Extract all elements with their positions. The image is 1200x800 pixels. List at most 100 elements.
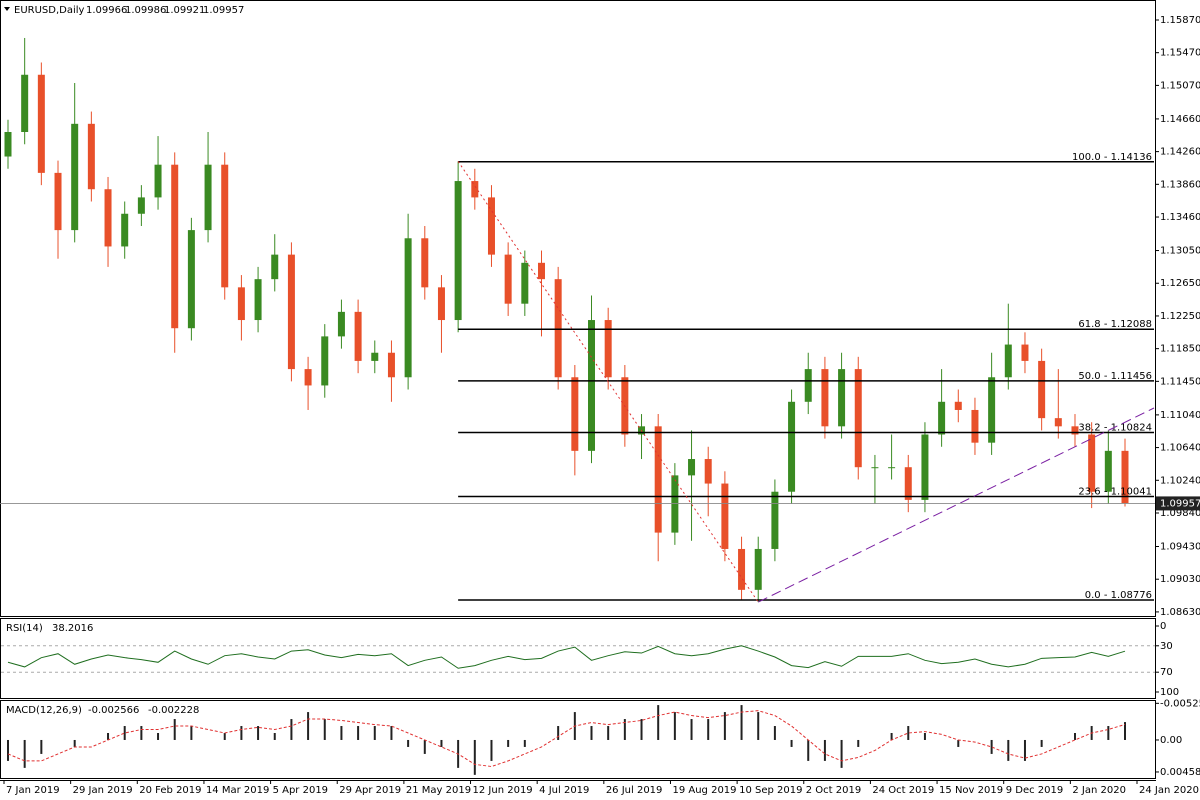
candle-body — [237, 287, 245, 321]
y-tick-label: 70 — [1160, 667, 1173, 678]
signal-line — [7, 710, 1126, 767]
x-tick-label: 20 Feb 2019 — [139, 785, 201, 796]
x-tick-label: 2 Oct 2019 — [806, 785, 861, 796]
y-tick-label: 1.12650 — [1160, 278, 1200, 289]
candle-body — [654, 426, 662, 533]
y-tick-label: 1.11850 — [1160, 344, 1200, 355]
candle-body — [221, 164, 229, 288]
candle-body — [304, 369, 312, 386]
y-tick-label: 1.10640 — [1160, 443, 1200, 454]
y-tick-label: 1.15070 — [1160, 80, 1200, 91]
y-tick-label: 1.10240 — [1160, 475, 1200, 486]
candle-body — [1004, 344, 1012, 378]
candle-body — [37, 74, 45, 173]
y-tick-label: 1.08630 — [1160, 607, 1200, 618]
x-tick-label: 19 Aug 2019 — [672, 785, 736, 796]
candle-body — [604, 320, 612, 378]
candle-body — [421, 238, 429, 288]
y-tick-label: 1.09430 — [1160, 542, 1200, 553]
candle-body — [387, 352, 395, 378]
candle-body — [838, 369, 846, 427]
fib-label: 100.0 - 1.14136 — [1072, 152, 1152, 163]
candle-body — [454, 181, 462, 321]
menu-arrow — [4, 7, 10, 11]
candle-body — [187, 230, 195, 329]
x-tick-label: 7 Jan 2019 — [6, 785, 60, 796]
candle-body — [704, 459, 712, 484]
y-tick-label: 100 — [1160, 687, 1179, 698]
y-tick-label: 1.13460 — [1160, 212, 1200, 223]
candle-body — [738, 548, 746, 590]
support-trendline — [758, 407, 1155, 603]
candle-body — [721, 483, 729, 549]
candle-body — [171, 164, 179, 329]
candle-body — [337, 311, 345, 337]
candle-body — [988, 377, 996, 443]
fib-trend — [457, 161, 759, 603]
candle-body — [137, 197, 145, 214]
y-tick-label: 1.15870 — [1160, 15, 1200, 26]
candle-body — [571, 377, 579, 451]
y-tick-label: 0.004585 — [1160, 767, 1200, 778]
candle-body — [754, 548, 762, 590]
macd-last: -0.002566 — [88, 705, 139, 716]
x-tick-label: 9 Dec 2019 — [1006, 785, 1064, 796]
signal-last: -0.002228 — [148, 705, 199, 716]
candle-body — [354, 311, 362, 361]
symbol: EURUSD,Daily — [14, 5, 85, 16]
y-tick-label: 1.13050 — [1160, 246, 1200, 257]
fib-label: 38.2 - 1.10824 — [1078, 423, 1152, 434]
candle-body — [21, 74, 29, 132]
y-tick-label: 0.00 — [1160, 735, 1182, 746]
candle-body — [71, 123, 79, 231]
candle-body — [4, 131, 12, 157]
candle-body — [504, 254, 512, 304]
y-tick-label: 1.09030 — [1160, 574, 1200, 585]
y-tick-label: 30 — [1160, 641, 1173, 652]
last-close: 1.09957 — [203, 5, 244, 16]
candle-body — [371, 352, 379, 361]
candle-body — [1071, 426, 1079, 435]
candle-body — [1038, 360, 1046, 419]
candle-body — [321, 336, 329, 386]
fib-label: 23.6 - 1.10041 — [1078, 487, 1152, 498]
candle-body — [688, 459, 696, 476]
y-tick-label: 1.15470 — [1160, 48, 1200, 59]
candle-body — [554, 279, 562, 378]
x-tick-label: 4 Jul 2019 — [539, 785, 589, 796]
rsi-last: 38.2016 — [52, 623, 93, 634]
candle-body — [971, 409, 979, 443]
x-tick-label: 12 Jun 2019 — [473, 785, 533, 796]
y-tick-label: 1.12250 — [1160, 311, 1200, 322]
x-tick-label: 29 Jan 2019 — [73, 785, 133, 796]
candle-body — [1104, 450, 1112, 492]
candle-body — [771, 491, 779, 549]
candle-body — [521, 262, 529, 304]
candle-body — [154, 164, 162, 198]
y-tick-label: 1.11040 — [1160, 410, 1200, 421]
candle-body — [54, 172, 62, 231]
y-tick-label: 1.09840 — [1160, 508, 1200, 519]
current-price-label: 1.09957 — [1160, 498, 1200, 509]
y-tick-label: -0.005254 — [1160, 698, 1200, 709]
current-price-box — [1156, 496, 1200, 511]
candle-body — [1121, 450, 1129, 504]
candle-body — [938, 401, 946, 435]
candle-body — [537, 262, 545, 280]
candle-body — [1088, 434, 1096, 492]
y-tick-label: 1.11450 — [1160, 376, 1200, 387]
candle-body — [821, 369, 829, 427]
y-tick-label: 1.14260 — [1160, 147, 1200, 158]
x-tick-label: 14 Mar 2019 — [206, 785, 269, 796]
x-tick-label: 29 Apr 2019 — [339, 785, 401, 796]
fib-label: 50.0 - 1.11456 — [1078, 371, 1152, 382]
candle-body — [437, 287, 445, 321]
candle-body — [871, 467, 879, 469]
x-tick-label: 24 Oct 2019 — [872, 785, 934, 796]
candle-body — [471, 181, 479, 198]
main-panel — [0, 0, 1156, 617]
candle-body — [904, 467, 912, 500]
candle-body — [854, 369, 862, 468]
